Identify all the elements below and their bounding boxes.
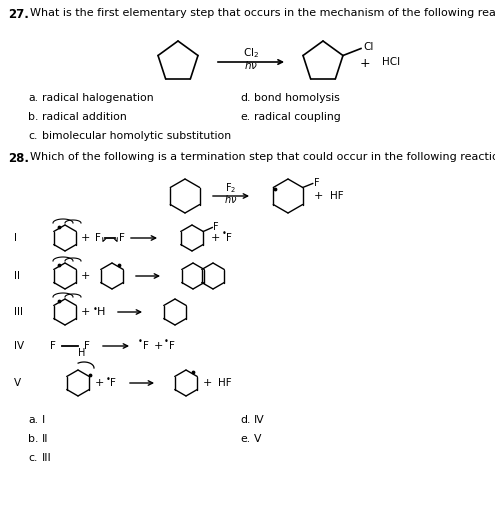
Text: +: +: [313, 191, 323, 201]
Text: 27.: 27.: [8, 8, 29, 21]
Text: •: •: [222, 230, 227, 238]
Text: F: F: [110, 378, 116, 388]
Text: V: V: [254, 434, 261, 444]
Text: H: H: [97, 307, 105, 317]
Text: radical coupling: radical coupling: [254, 112, 341, 122]
Text: a.: a.: [28, 415, 38, 425]
Text: +: +: [153, 341, 163, 351]
Text: b.: b.: [28, 112, 39, 122]
Text: e.: e.: [240, 112, 250, 122]
Text: •: •: [93, 304, 98, 314]
Text: F: F: [213, 221, 219, 232]
Text: +: +: [80, 271, 90, 281]
Text: H: H: [78, 348, 86, 358]
Text: F: F: [226, 233, 232, 243]
Text: e.: e.: [240, 434, 250, 444]
Text: I: I: [14, 233, 17, 243]
Text: III: III: [14, 307, 23, 317]
Text: •: •: [106, 376, 111, 384]
Text: radical addition: radical addition: [42, 112, 127, 122]
Text: bimolecular homolytic substitution: bimolecular homolytic substitution: [42, 131, 231, 141]
Text: d.: d.: [240, 415, 250, 425]
Text: Cl$_2$: Cl$_2$: [243, 46, 259, 60]
Text: a.: a.: [28, 93, 38, 103]
Text: F: F: [119, 233, 125, 243]
Text: +: +: [360, 57, 370, 70]
Text: F: F: [143, 341, 149, 351]
Text: $h\nu$: $h\nu$: [244, 59, 258, 71]
Text: radical halogenation: radical halogenation: [42, 93, 153, 103]
Text: b.: b.: [28, 434, 39, 444]
Text: II: II: [42, 434, 49, 444]
Text: +: +: [202, 378, 212, 388]
Text: V: V: [14, 378, 21, 388]
Text: Which of the following is a termination step that could occur in the following r: Which of the following is a termination …: [30, 152, 495, 162]
Text: +: +: [80, 307, 90, 317]
Text: HF: HF: [218, 378, 232, 388]
Text: F: F: [314, 178, 319, 187]
Text: bond homolysis: bond homolysis: [254, 93, 340, 103]
Text: IV: IV: [254, 415, 265, 425]
Text: 28.: 28.: [8, 152, 29, 165]
Text: I: I: [42, 415, 45, 425]
Text: F$_2$: F$_2$: [225, 181, 237, 195]
Text: IV: IV: [14, 341, 24, 351]
Text: III: III: [42, 453, 52, 463]
Text: II: II: [14, 271, 20, 281]
Text: Cl: Cl: [363, 41, 373, 52]
Text: +: +: [210, 233, 220, 243]
Text: c.: c.: [28, 453, 38, 463]
Text: $h\nu$: $h\nu$: [224, 193, 238, 205]
Text: d.: d.: [240, 93, 250, 103]
Text: HCl: HCl: [382, 57, 400, 67]
Text: •: •: [138, 337, 143, 347]
Text: F: F: [50, 341, 56, 351]
Text: F: F: [95, 233, 101, 243]
Text: +: +: [80, 233, 90, 243]
Text: +: +: [95, 378, 103, 388]
Text: What is the first elementary step that occurs in the mechanism of the following : What is the first elementary step that o…: [30, 8, 495, 18]
Text: •: •: [164, 337, 169, 347]
Text: F: F: [169, 341, 175, 351]
Text: F: F: [84, 341, 90, 351]
Text: HF: HF: [330, 191, 344, 201]
Text: c.: c.: [28, 131, 38, 141]
